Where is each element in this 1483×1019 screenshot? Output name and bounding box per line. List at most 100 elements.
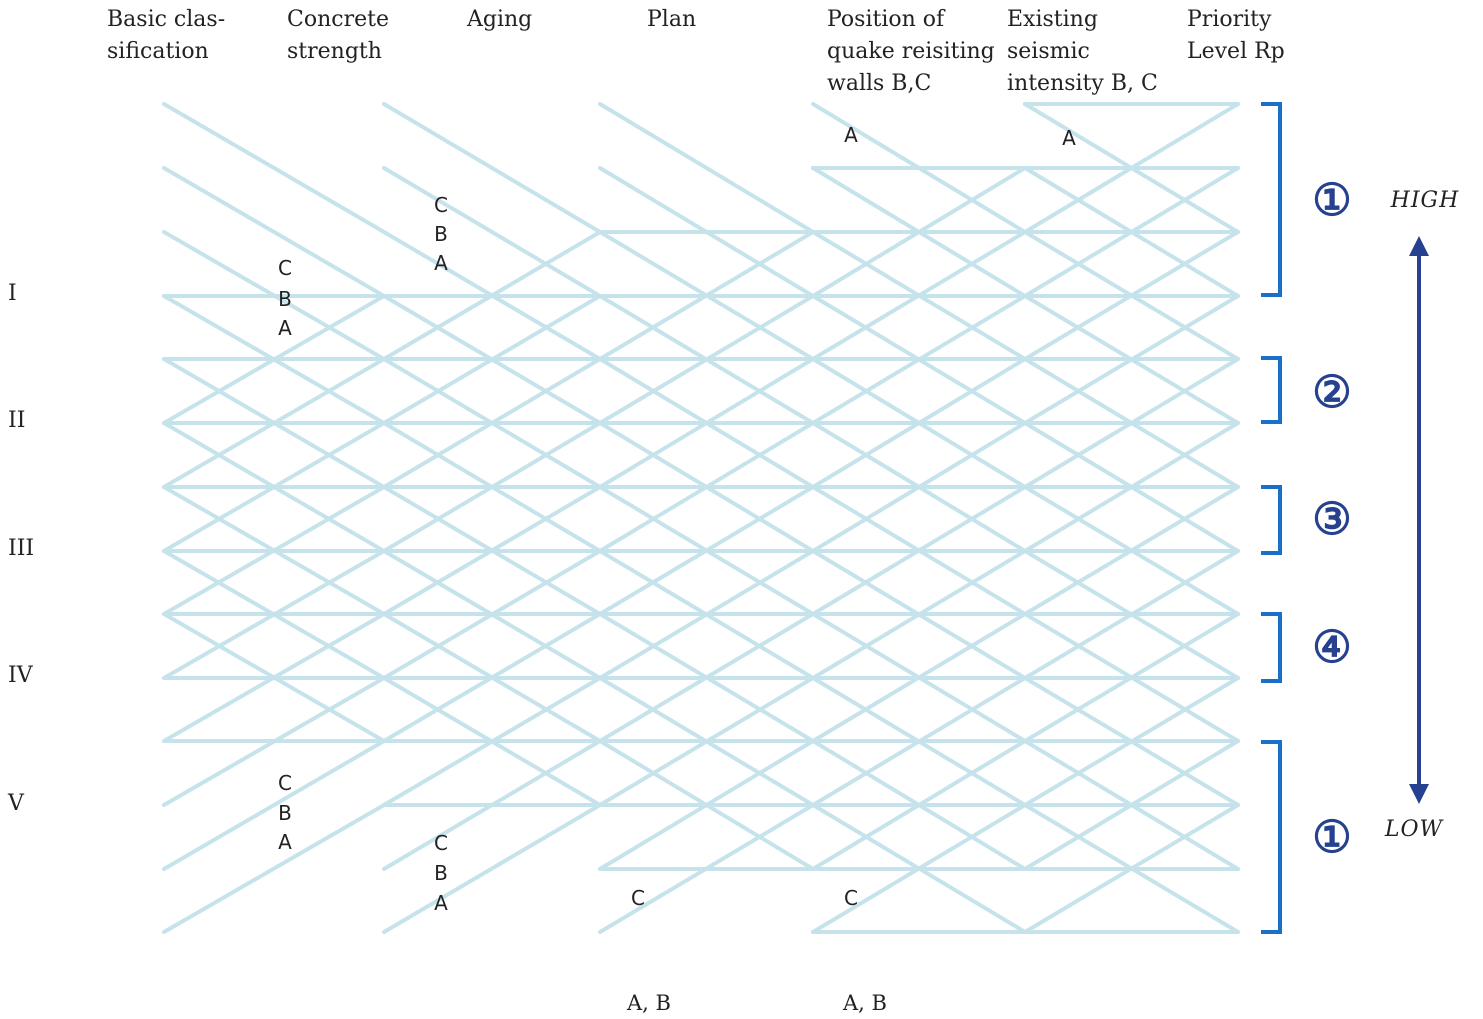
- branch-line: [811, 485, 1027, 616]
- branch-line: [162, 485, 386, 616]
- branch-line: [162, 676, 386, 807]
- header-aging: Aging: [467, 7, 533, 32]
- priority-bracket-3: [1261, 485, 1282, 555]
- branch-line: [811, 803, 1027, 934]
- aging-bottom-label-a: A: [434, 891, 448, 915]
- priority-number-4: ④: [1312, 622, 1351, 673]
- branch-line: [162, 294, 386, 425]
- branch-line: [811, 676, 1027, 807]
- branch-line: [1023, 421, 1240, 553]
- priority-number-2: ②: [1312, 367, 1351, 418]
- aging-bottom-label-c: C: [434, 831, 448, 855]
- branch-line: [598, 357, 815, 489]
- branch-line: [382, 166, 602, 298]
- branch-line: [162, 803, 386, 934]
- branch-line: [811, 102, 1027, 234]
- aging-top-label-c: C: [434, 193, 448, 217]
- branch-line: [162, 166, 386, 298]
- branch-line: [1023, 102, 1240, 234]
- class-label-ii: II: [8, 408, 25, 433]
- branch-line: [811, 166, 1027, 298]
- branch-line: [382, 676, 602, 807]
- branch-line: [598, 421, 815, 553]
- priority-bracket-2: [1261, 356, 1282, 424]
- branch-line: [1023, 739, 1240, 871]
- aging-top-label-b: B: [434, 222, 448, 246]
- branch-line: [162, 549, 386, 680]
- branch-line: [162, 612, 386, 743]
- branch-line: [598, 230, 815, 361]
- branch-line: [598, 166, 815, 298]
- class-label-v: V: [7, 791, 25, 816]
- concrete-bottom-label-b: B: [278, 801, 292, 825]
- branch-line: [811, 230, 1027, 361]
- branch-line: [811, 612, 1027, 743]
- concrete-top-label-b: B: [278, 287, 292, 311]
- header-basic-classification: Basic clas- sification: [107, 7, 226, 64]
- priority-bracket-4: [1261, 612, 1282, 683]
- branch-line: [1023, 166, 1240, 298]
- class-label-iii: III: [8, 536, 34, 561]
- branch-line: [382, 421, 602, 553]
- branch-lines: [162, 102, 1240, 934]
- branch-line: [598, 102, 815, 234]
- branch-line: [382, 230, 602, 361]
- branch-line: [382, 612, 602, 743]
- branch-line: [598, 803, 815, 934]
- branch-line: [598, 612, 815, 743]
- branch-line: [382, 102, 602, 234]
- priority-bracket-1-high: [1261, 102, 1282, 297]
- header-position-of-walls: Position of quake reisiting walls B,C: [827, 7, 995, 96]
- class-label-i: I: [8, 281, 17, 306]
- branch-line: [1023, 485, 1240, 616]
- seismic-top-label: A: [1062, 126, 1076, 150]
- priority-number-3: ③: [1312, 494, 1351, 545]
- branch-line: [1023, 549, 1240, 680]
- branch-line: [162, 102, 386, 234]
- branch-line: [811, 421, 1027, 553]
- branch-line: [1023, 676, 1240, 807]
- header-plan: Plan: [647, 7, 697, 32]
- concrete-top-label-a: A: [278, 316, 292, 340]
- branch-line: [382, 803, 602, 934]
- plan-bottom-label: C: [631, 886, 645, 910]
- scale-high-label: HIGH: [1390, 188, 1460, 213]
- branch-line: [382, 739, 602, 871]
- aging-top-label-a: A: [434, 251, 448, 275]
- walls-bottom-label: C: [844, 886, 858, 910]
- branch-line: [1023, 612, 1240, 743]
- header-concrete-strength: Concrete strength: [287, 7, 389, 64]
- branch-line: [162, 357, 386, 489]
- branch-line: [811, 294, 1027, 425]
- branch-line: [162, 421, 386, 553]
- priority-number-1-low: ①: [1312, 812, 1351, 863]
- branch-line: [382, 485, 602, 616]
- concrete-bottom-label-c: C: [278, 771, 292, 795]
- branch-line: [598, 485, 815, 616]
- scale-low-label: LOW: [1384, 817, 1445, 842]
- concrete-bottom-label-a: A: [278, 830, 292, 854]
- branch-line: [598, 549, 815, 680]
- branch-line: [811, 549, 1027, 680]
- branch-line: [811, 357, 1027, 489]
- priority-number-1-high: ①: [1312, 175, 1351, 226]
- branch-line: [598, 739, 815, 871]
- branch-line: [382, 357, 602, 489]
- branch-line: [1023, 230, 1240, 361]
- plan-footer-label: A, B: [626, 991, 671, 1015]
- branch-line: [598, 676, 815, 807]
- branch-line: [162, 739, 386, 871]
- aging-bottom-label-b: B: [434, 861, 448, 885]
- branch-line: [382, 549, 602, 680]
- priority-bracket-1-low: [1261, 740, 1282, 934]
- branch-line: [598, 294, 815, 425]
- branch-line: [162, 230, 386, 361]
- branch-line: [811, 739, 1027, 871]
- branch-line: [382, 294, 602, 425]
- header-priority-level: Priority Level Rp: [1187, 7, 1285, 64]
- concrete-top-label-c: C: [278, 256, 292, 280]
- class-label-iv: IV: [8, 663, 34, 688]
- branch-line: [1023, 803, 1240, 934]
